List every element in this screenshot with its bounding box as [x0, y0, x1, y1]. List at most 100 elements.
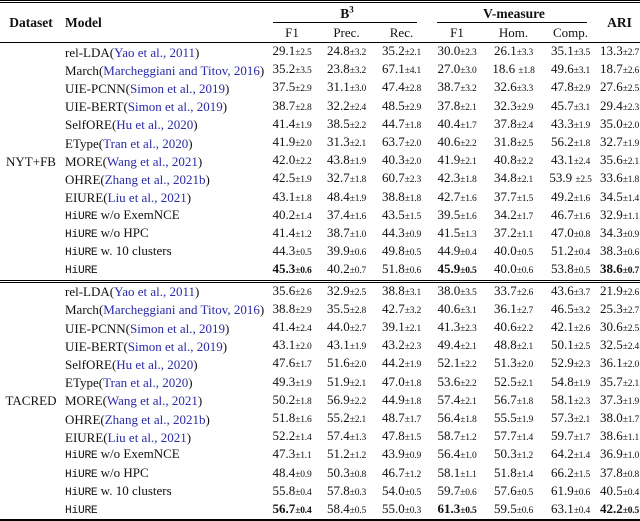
citation-link[interactable]: Wang et al., 2021 — [106, 393, 198, 409]
citation-link[interactable]: Liu et al., 2021 — [107, 429, 187, 445]
stddev-value: ±2.0 — [516, 360, 534, 371]
stddev-value: ±2.0 — [404, 139, 422, 150]
citation-link[interactable]: Yao et al., 2011 — [114, 284, 195, 300]
metric-cell: 46.5±3.2 — [550, 300, 591, 316]
stddev-value: ±3.5 — [295, 66, 312, 77]
metric-cell: 56.9±2.2 — [326, 391, 367, 407]
metric-cell: 23.8±3.2 — [326, 61, 367, 77]
citation-link[interactable]: Tran et al., 2020 — [103, 135, 189, 151]
metric-cell: 44.3±0.9 — [381, 225, 422, 241]
metric-cell: 53.8±0.5 — [550, 261, 591, 277]
metric-cell: 36.9±1.0 — [599, 446, 640, 462]
metric-cell: 41.3±2.3 — [437, 319, 477, 335]
metric-cell: 57.4±2.1 — [437, 391, 477, 407]
header-ari: ARI — [599, 1, 640, 43]
metric-cell: 40.4±1.7 — [437, 115, 477, 131]
stddev-value: ±2.4 — [516, 120, 534, 131]
stddev-value: ±0.8 — [573, 230, 591, 241]
metric-cell: 51.2±1.2 — [326, 446, 367, 462]
metric-cell: 42.7±1.6 — [437, 188, 477, 204]
stddev-value: ±0.5 — [460, 506, 477, 517]
stddev-value: ±0.5 — [573, 266, 591, 277]
model-cell: SelfORE(Hu et al., 2020) — [65, 356, 198, 372]
metric-cell: 40.8±2.2 — [493, 152, 534, 168]
stddev-value: ±1.8 — [460, 415, 477, 426]
metric-cell: 49.4±2.1 — [437, 337, 477, 353]
stddev-value: ±0.5 — [349, 506, 367, 517]
stddev-value: ±0.5 — [516, 248, 534, 259]
model-cell: SelfORE(Hu et al., 2020) — [65, 117, 198, 133]
metric-cell: 38.6±1.1 — [599, 428, 640, 444]
metric-cell: 44.3±0.5 — [272, 243, 312, 259]
stddev-value: ±0.9 — [404, 451, 422, 462]
stddev-value: ±1.6 — [460, 211, 477, 222]
model-name: rel-LDA — [65, 44, 110, 60]
model-name: HiURE — [65, 265, 98, 278]
stddev-value: ±0.6 — [573, 487, 591, 498]
stddev-value: ±1.1 — [516, 230, 534, 241]
stddev-value: ±0.8 — [622, 469, 640, 480]
model-variant-suffix: w. 10 clusters — [97, 243, 172, 259]
model-name: EType — [65, 135, 99, 151]
citation-link[interactable]: Simon et al., 2019 — [130, 80, 225, 96]
metric-cell: 32.9±2.5 — [319, 279, 374, 301]
citation-link[interactable]: Simon et al., 2019 — [130, 320, 225, 336]
stddev-value: ±1.8 — [404, 120, 422, 131]
citation-link[interactable]: Simon et al., 2019 — [127, 338, 223, 354]
citation-link[interactable]: Marcheggiani and Titov, 2016 — [103, 302, 260, 318]
model-cell: MORE(Wang et al., 2021) — [65, 153, 203, 169]
citation-link[interactable]: Hu et al., 2020 — [116, 356, 194, 372]
metric-cell: 35.1±3.5 — [550, 43, 591, 58]
metric-cell: 43.3±1.9 — [550, 115, 591, 131]
metric-cell: 49.3±1.9 — [272, 373, 312, 389]
metric-cell: 55.2±2.1 — [326, 410, 367, 426]
citation-link[interactable]: Zhang et al., 2021b — [104, 411, 206, 427]
citation-link[interactable]: Tran et al., 2020 — [103, 375, 189, 391]
metric-cell: 47.4±2.8 — [381, 79, 422, 95]
model-name: HiURE — [65, 450, 98, 463]
stddev-value: ±1.6 — [295, 415, 312, 426]
table-row: EType(Tran et al., 2020) 49.3±1.9 51.9±2.1… — [0, 374, 640, 392]
citation-link[interactable]: Liu et al., 2021 — [107, 190, 187, 206]
metric-cell: 34.8±2.1 — [493, 170, 534, 186]
model-name: MORE — [65, 153, 103, 169]
citation-link[interactable]: Marcheggiani and Titov, 2016 — [103, 62, 260, 78]
citation-link[interactable]: Yao et al., 2011 — [114, 44, 195, 60]
model-name: EType — [65, 375, 99, 391]
metric-cell: 40.0±0.6 — [493, 261, 534, 277]
metric-cell: 55.0±0.3 — [381, 501, 422, 517]
metric-cell: 57.4±1.3 — [326, 428, 367, 444]
model-cell: HiURE w. 10 clusters — [62, 483, 265, 501]
model-name: OHRE — [65, 171, 101, 187]
metric-cell: 48.4±1.9 — [326, 188, 367, 204]
metric-cell: 44.2±1.9 — [381, 355, 422, 371]
metric-cell: 29.1±2.5 — [272, 43, 312, 58]
model-name: HiURE — [65, 229, 98, 242]
table-row: UIE-PCNN(Simon et al., 2019) 41.4±2.4 44.0… — [0, 319, 640, 337]
metric-cell: 58.4±0.5 — [326, 501, 367, 517]
metric-cell: 45.9±0.5 — [437, 261, 477, 277]
stddev-value: ±0.4 — [573, 248, 591, 259]
metric-cell: 40.5±0.4 — [599, 482, 640, 498]
citation-link[interactable]: Wang et al., 2021 — [106, 153, 198, 169]
model-cell: HiURE w/o ExemNCE — [62, 446, 265, 464]
metric-cell: 27.6±2.5 — [599, 79, 640, 95]
stddev-value: ±1.5 — [404, 433, 422, 444]
citation-link[interactable]: Simon et al., 2019 — [127, 99, 223, 115]
model-variant-suffix: w. 10 clusters — [97, 482, 172, 498]
stddev-value: ±2.3 — [460, 324, 477, 335]
citation-link[interactable]: Hu et al., 2020 — [116, 117, 194, 133]
metric-cell: 50.3±0.8 — [326, 464, 367, 480]
stddev-value: ±3.1 — [404, 287, 422, 298]
stddev-value: ±2.4 — [622, 342, 640, 353]
metric-cell: 47.0±0.8 — [550, 225, 591, 241]
metric-cell: 35.5±2.8 — [326, 300, 367, 316]
table-body: NYT+FB rel-LDA(Yao et al., 2011) 29.1±2.5 2… — [0, 43, 640, 521]
stddev-value: ±2.2 — [460, 360, 477, 371]
stddev-value: ±1.9 — [349, 157, 367, 168]
citation-link[interactable]: Zhang et al., 2021b — [104, 171, 206, 187]
metric-cell: 37.8±2.1 — [437, 97, 477, 113]
table-row: OHRE(Zhang et al., 2021b) 42.5±1.9 32.7±1.… — [0, 170, 640, 188]
stddev-value: ±2.6 — [622, 66, 640, 77]
header-model: Model — [62, 1, 265, 43]
